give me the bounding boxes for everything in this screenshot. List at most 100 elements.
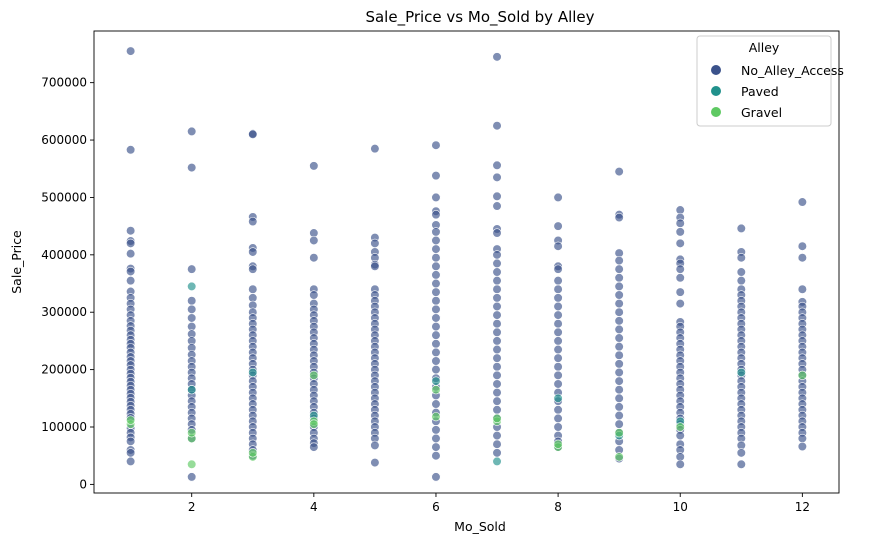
data-point <box>309 442 319 452</box>
data-point <box>614 410 624 421</box>
data-point <box>492 293 502 303</box>
data-point <box>492 284 502 294</box>
data-point <box>309 419 319 429</box>
data-point <box>553 422 563 432</box>
data-point <box>431 347 441 357</box>
y-tick-label: 100000 <box>41 420 87 434</box>
data-point <box>187 281 197 291</box>
data-point <box>431 385 441 395</box>
data-point <box>126 415 136 425</box>
data-point <box>431 261 441 271</box>
data-point <box>614 316 624 326</box>
data-point <box>553 353 563 363</box>
data-point <box>492 431 502 441</box>
data-point <box>675 264 685 274</box>
data-point <box>492 405 502 415</box>
data-point <box>187 304 197 314</box>
data-point <box>797 253 807 263</box>
data-point <box>370 238 380 248</box>
y-tick-label: 600000 <box>41 133 87 147</box>
data-point <box>492 327 502 337</box>
x-tick-label: 10 <box>673 500 688 514</box>
y-axis-ticks: 0 100000 200000 300000 400000 500000 600000 700… <box>41 76 94 491</box>
data-point <box>553 276 563 286</box>
data-point <box>675 287 685 297</box>
data-point <box>187 264 197 274</box>
data-point <box>309 370 319 380</box>
data-point <box>553 405 563 415</box>
data-point <box>492 336 502 346</box>
series-gravel <box>126 370 807 469</box>
data-point <box>614 367 624 378</box>
data-point <box>614 307 624 317</box>
data-point <box>614 359 624 369</box>
legend-label: Gravel <box>741 105 782 120</box>
data-point <box>309 161 319 171</box>
data-point <box>248 247 258 257</box>
data-point <box>553 344 563 355</box>
legend-title: Alley <box>749 40 780 55</box>
data-point <box>553 319 563 329</box>
data-point <box>126 436 136 446</box>
plot-area <box>93 30 840 494</box>
data-point <box>675 459 685 469</box>
legend-label: No_Alley_Access <box>741 63 844 78</box>
data-point <box>675 227 685 237</box>
data-point <box>492 379 502 389</box>
data-point <box>797 370 807 380</box>
legend-frame <box>696 35 832 127</box>
data-point <box>431 339 441 349</box>
data-point <box>553 241 563 251</box>
data-point <box>614 350 624 360</box>
data-point <box>492 191 502 201</box>
data-point <box>309 253 319 263</box>
data-point <box>431 433 441 444</box>
data-point <box>553 362 563 372</box>
data-point <box>370 144 380 154</box>
data-point <box>614 167 624 177</box>
data-point <box>187 126 197 137</box>
data-point <box>370 261 380 271</box>
data-point <box>187 459 197 469</box>
data-point <box>797 441 807 452</box>
data-point <box>614 342 624 352</box>
data-point <box>492 310 502 320</box>
data-point <box>126 448 136 458</box>
data-point <box>492 353 502 363</box>
data-point <box>492 439 502 449</box>
data-point <box>370 440 380 450</box>
data-point <box>431 356 441 366</box>
data-point <box>614 393 624 403</box>
data-point <box>614 452 624 462</box>
data-point <box>431 192 441 203</box>
data-point <box>553 310 563 320</box>
data-point <box>431 451 441 461</box>
data-point <box>431 296 441 306</box>
data-point <box>187 385 197 395</box>
data-point <box>675 422 685 432</box>
data-point <box>431 425 441 435</box>
legend-marker <box>711 65 721 75</box>
data-point <box>431 235 441 246</box>
data-point <box>553 370 563 380</box>
data-point <box>553 293 563 303</box>
data-point <box>431 412 441 422</box>
data-point <box>431 442 441 452</box>
data-point <box>187 296 197 306</box>
data-point <box>431 304 441 314</box>
data-point <box>614 324 624 335</box>
legend-label: Paved <box>741 84 779 99</box>
data-point <box>614 428 624 438</box>
data-point <box>492 160 502 170</box>
y-tick-label: 700000 <box>41 76 87 90</box>
y-tick-label: 200000 <box>41 363 87 377</box>
data-point <box>492 258 502 269</box>
data-point <box>187 472 197 482</box>
data-point <box>492 172 502 182</box>
data-point <box>553 221 563 231</box>
data-point <box>492 344 502 355</box>
data-point <box>736 276 746 286</box>
y-axis-label: Sale_Price <box>9 230 24 294</box>
data-point <box>553 413 563 423</box>
